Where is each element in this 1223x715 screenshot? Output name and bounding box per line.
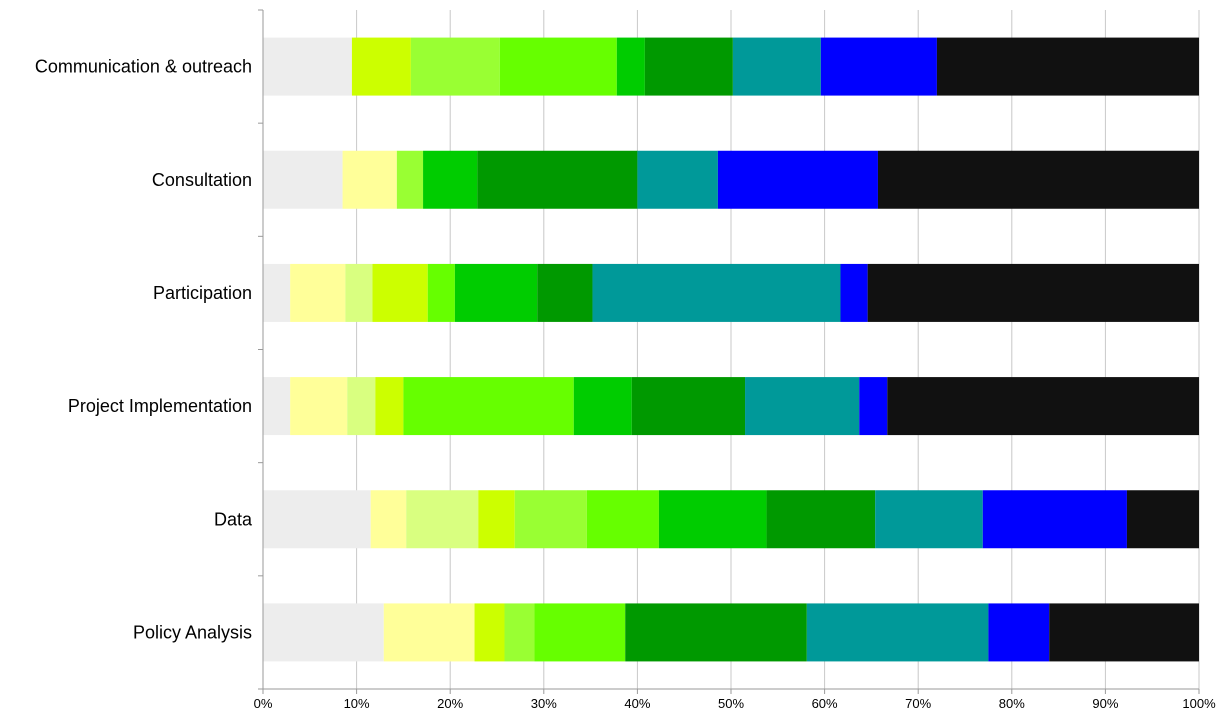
bar-segment bbox=[263, 37, 352, 96]
bar-segment bbox=[592, 263, 841, 322]
bar-segment bbox=[499, 37, 617, 96]
bar-segment bbox=[806, 603, 989, 662]
bar-segment bbox=[859, 377, 888, 436]
x-tick-label: 100% bbox=[1182, 696, 1216, 711]
bar-segment bbox=[403, 377, 574, 436]
bar-segment bbox=[290, 377, 348, 436]
bar-segment bbox=[477, 150, 638, 209]
bar-segment bbox=[988, 603, 1050, 662]
bar-segment bbox=[745, 377, 860, 436]
x-tick-label: 0% bbox=[254, 696, 273, 711]
bar-segment bbox=[537, 263, 593, 322]
x-tick-labels: 0% 10% 20% 30% 40% 50% 60% 70% 80% 90% 100% bbox=[254, 696, 1216, 711]
bar-segment bbox=[396, 150, 424, 209]
bar-segment bbox=[372, 263, 428, 322]
bar-segment bbox=[840, 263, 868, 322]
bar-segment bbox=[1126, 490, 1199, 549]
bar-segment bbox=[504, 603, 535, 662]
bar-segment bbox=[1049, 603, 1199, 662]
axes bbox=[258, 9, 1200, 694]
bar-segment bbox=[820, 37, 937, 96]
bar-segment bbox=[766, 490, 876, 549]
bar-segment bbox=[383, 603, 475, 662]
bar-segment bbox=[887, 377, 1199, 436]
bar-segment bbox=[263, 603, 384, 662]
bar-segment bbox=[573, 377, 632, 436]
bar-segment bbox=[263, 490, 371, 549]
gridlines bbox=[356, 10, 1200, 689]
bar-segment bbox=[982, 490, 1127, 549]
bar-segment bbox=[263, 377, 291, 436]
bar-segment bbox=[658, 490, 767, 549]
bar-segment bbox=[406, 490, 479, 549]
bar-segment bbox=[875, 490, 983, 549]
bar-segment bbox=[867, 263, 1199, 322]
category-label: Policy Analysis bbox=[133, 622, 252, 642]
bar-segment bbox=[290, 263, 346, 322]
bar-segment bbox=[616, 37, 645, 96]
bar-segment bbox=[342, 150, 397, 209]
bar-segment bbox=[263, 263, 291, 322]
bar-segment bbox=[410, 37, 500, 96]
bar-segment bbox=[877, 150, 1199, 209]
bar-segment bbox=[637, 150, 718, 209]
x-tick-label: 80% bbox=[999, 696, 1025, 711]
category-label: Consultation bbox=[152, 170, 252, 190]
category-labels: Communication & outreach Consultation Part… bbox=[35, 57, 253, 643]
x-tick-label: 90% bbox=[1092, 696, 1118, 711]
bar-segment bbox=[345, 263, 373, 322]
bar-segment bbox=[717, 150, 878, 209]
bar-segment bbox=[514, 490, 587, 549]
bar-segment bbox=[454, 263, 538, 322]
bar-segment bbox=[625, 603, 807, 662]
x-tick-label: 40% bbox=[624, 696, 650, 711]
category-label: Project Implementation bbox=[68, 396, 252, 416]
bars bbox=[263, 37, 1199, 662]
x-tick-label: 50% bbox=[718, 696, 744, 711]
x-tick-label: 70% bbox=[905, 696, 931, 711]
bar-segment bbox=[370, 490, 407, 549]
bar-segment bbox=[351, 37, 411, 96]
bar-segment bbox=[644, 37, 733, 96]
bar-segment bbox=[375, 377, 404, 436]
x-tick-label: 10% bbox=[344, 696, 370, 711]
bar-segment bbox=[474, 603, 505, 662]
x-tick-label: 30% bbox=[531, 696, 557, 711]
bar-segment bbox=[347, 377, 376, 436]
bar-segment bbox=[534, 603, 626, 662]
category-label: Data bbox=[214, 509, 253, 529]
bar-segment bbox=[631, 377, 746, 436]
bar-segment bbox=[586, 490, 659, 549]
x-tick-label: 60% bbox=[812, 696, 838, 711]
bar-segment bbox=[478, 490, 515, 549]
category-label: Communication & outreach bbox=[35, 57, 252, 77]
bar-segment bbox=[263, 150, 343, 209]
bar-segment bbox=[423, 150, 478, 209]
bar-segment bbox=[427, 263, 455, 322]
bar-segment bbox=[936, 37, 1199, 96]
bar-segment bbox=[732, 37, 821, 96]
category-label: Participation bbox=[153, 283, 252, 303]
x-tick-label: 20% bbox=[437, 696, 463, 711]
